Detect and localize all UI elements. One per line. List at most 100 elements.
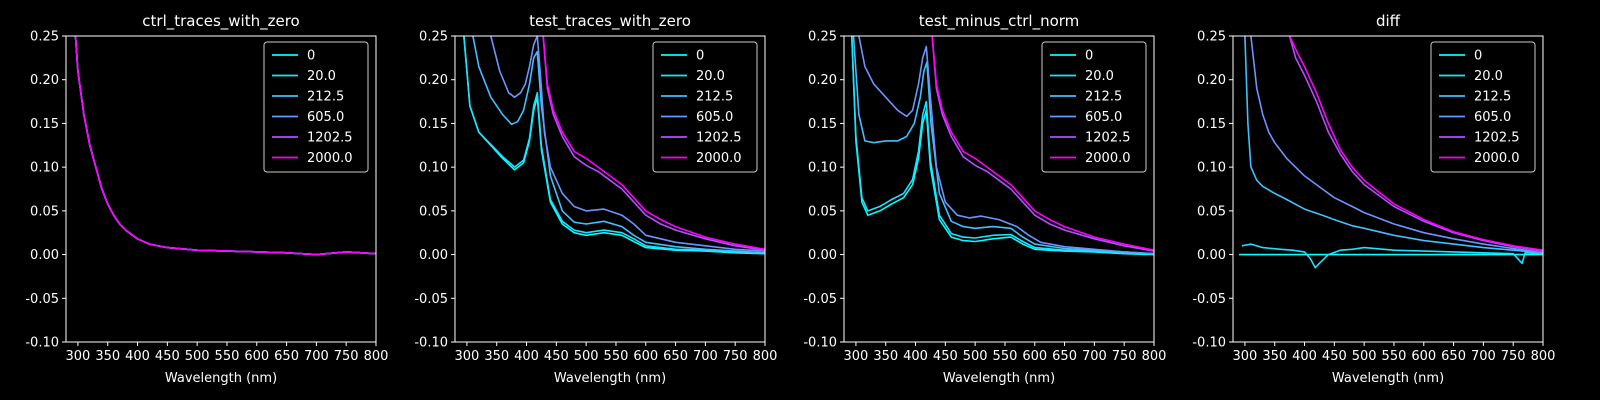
x-tick-label: 550 [604,349,629,364]
series-line-2000.0 [1288,36,1543,251]
x-tick-label: 750 [723,349,748,364]
legend-label: 0 [1474,49,1482,64]
legend: 0 20.0 212.5 605.0 1202.5 2000.0 [263,41,369,173]
x-tick-label: 700 [693,349,718,364]
legend-label: 1202.5 [1474,131,1520,146]
x-tick-label: 800 [753,349,778,364]
x-tick-label: 400 [903,349,928,364]
y-tick-label: 0.00 [30,248,59,263]
legend-label: 20.0 [307,69,336,84]
x-tick-label: 500 [963,349,988,364]
x-tick-label: 350 [484,349,509,364]
series-line-2000.0 [931,36,1154,251]
y-tick-label: -0.10 [414,336,448,351]
series-group [463,36,765,255]
series-line-605.0 [858,36,1154,255]
y-tick-label: -0.10 [1192,336,1226,351]
legend-label: 20.0 [696,69,725,84]
legend-label: 20.0 [1085,69,1114,84]
y-tick-label: 0.20 [30,73,59,88]
x-tick-label: 650 [1441,349,1466,364]
y-tick-label: 0.10 [1197,161,1226,176]
x-tick-label: 650 [663,349,688,364]
y-tick-label: 0.05 [419,204,448,219]
legend-label: 605.0 [1474,110,1511,125]
legend-label: 212.5 [307,90,344,105]
x-tick-label: 600 [244,349,269,364]
x-tick-label: 550 [1382,349,1407,364]
x-tick-label: 500 [1352,349,1377,364]
y-tick-label: 0.10 [30,161,59,176]
y-tick-label: -0.05 [414,292,448,307]
chart-title: test_minus_ctrl_norm [919,12,1080,31]
x-tick-label: 700 [304,349,329,364]
x-tick-label: 600 [633,349,658,364]
legend-label: 1202.5 [307,131,353,146]
y-tick-label: 0.20 [1197,73,1226,88]
x-tick-label: 550 [993,349,1018,364]
chart-panel-3: test_minus_ctrl_norm -0.10 -0.05 0.00 0.05 0.… [803,12,1166,386]
y-tick-label: -0.10 [803,336,837,351]
legend-box [652,41,758,173]
x-axis-label: Wavelength (nm) [165,371,277,386]
legend-label: 2000.0 [307,151,353,166]
legend-label: 605.0 [307,110,344,125]
series-line-605.0 [490,36,765,252]
series-line-2000.0 [542,36,765,251]
legend-box [263,41,369,173]
legend-label: 212.5 [1474,90,1511,105]
y-tick-label: 0.20 [808,73,837,88]
x-tick-label: 350 [95,349,120,364]
y-tick-label: 0.25 [30,30,59,45]
x-tick-label: 500 [185,349,210,364]
legend-label: 212.5 [696,90,733,105]
axes-frame [65,35,377,343]
legend-box [1041,41,1147,173]
legend-label: 605.0 [1085,110,1122,125]
y-tick-label: 0.25 [1197,30,1226,45]
x-tick-label: 300 [455,349,480,364]
x-tick-label: 800 [1142,349,1167,364]
y-tick-label: 0.10 [419,161,448,176]
legend-label: 1202.5 [696,131,742,146]
x-tick-label: 450 [155,349,180,364]
series-group [851,36,1154,256]
chart-panel-2: test_traces_with_zero -0.10 -0.05 0.00 0.05 0… [414,12,777,386]
x-tick-label: 400 [514,349,539,364]
x-axis-label: Wavelength (nm) [943,371,1055,386]
legend-label: 2000.0 [1085,151,1131,166]
y-tick-label: 0.05 [808,204,837,219]
series-line-1202.5 [1288,36,1543,252]
chart-title: diff [1376,12,1401,30]
y-tick-label: 0.15 [1197,117,1226,132]
legend-label: 20.0 [1474,69,1503,84]
x-tick-label: 400 [1292,349,1317,364]
x-tick-label: 600 [1022,349,1047,364]
x-tick-label: 350 [873,349,898,364]
series-line-212.5 [1244,36,1543,254]
series-line-0 [851,36,1154,256]
legend-label: 605.0 [696,110,733,125]
y-tick-label: -0.05 [1192,292,1226,307]
x-tick-label: 700 [1082,349,1107,364]
legend: 0 20.0 212.5 605.0 1202.5 2000.0 [1430,41,1536,173]
y-tick-label: 0.00 [808,248,837,263]
x-tick-label: 300 [844,349,869,364]
x-axis-label: Wavelength (nm) [554,371,666,386]
x-tick-label: 750 [1112,349,1137,364]
y-tick-label: 0.00 [1197,248,1226,263]
axes-frame [1232,35,1544,343]
x-tick-label: 700 [1471,349,1496,364]
series-line-0 [463,36,765,255]
legend-label: 212.5 [1085,90,1122,105]
x-tick-label: 400 [125,349,150,364]
legend: 0 20.0 212.5 605.0 1202.5 2000.0 [652,41,758,173]
x-tick-label: 650 [1052,349,1077,364]
x-tick-label: 500 [574,349,599,364]
series-line-1202.5 [931,36,1154,252]
legend-label: 0 [307,49,315,64]
series-line-212.5 [472,36,765,254]
x-tick-label: 300 [66,349,91,364]
y-tick-label: -0.10 [25,336,59,351]
